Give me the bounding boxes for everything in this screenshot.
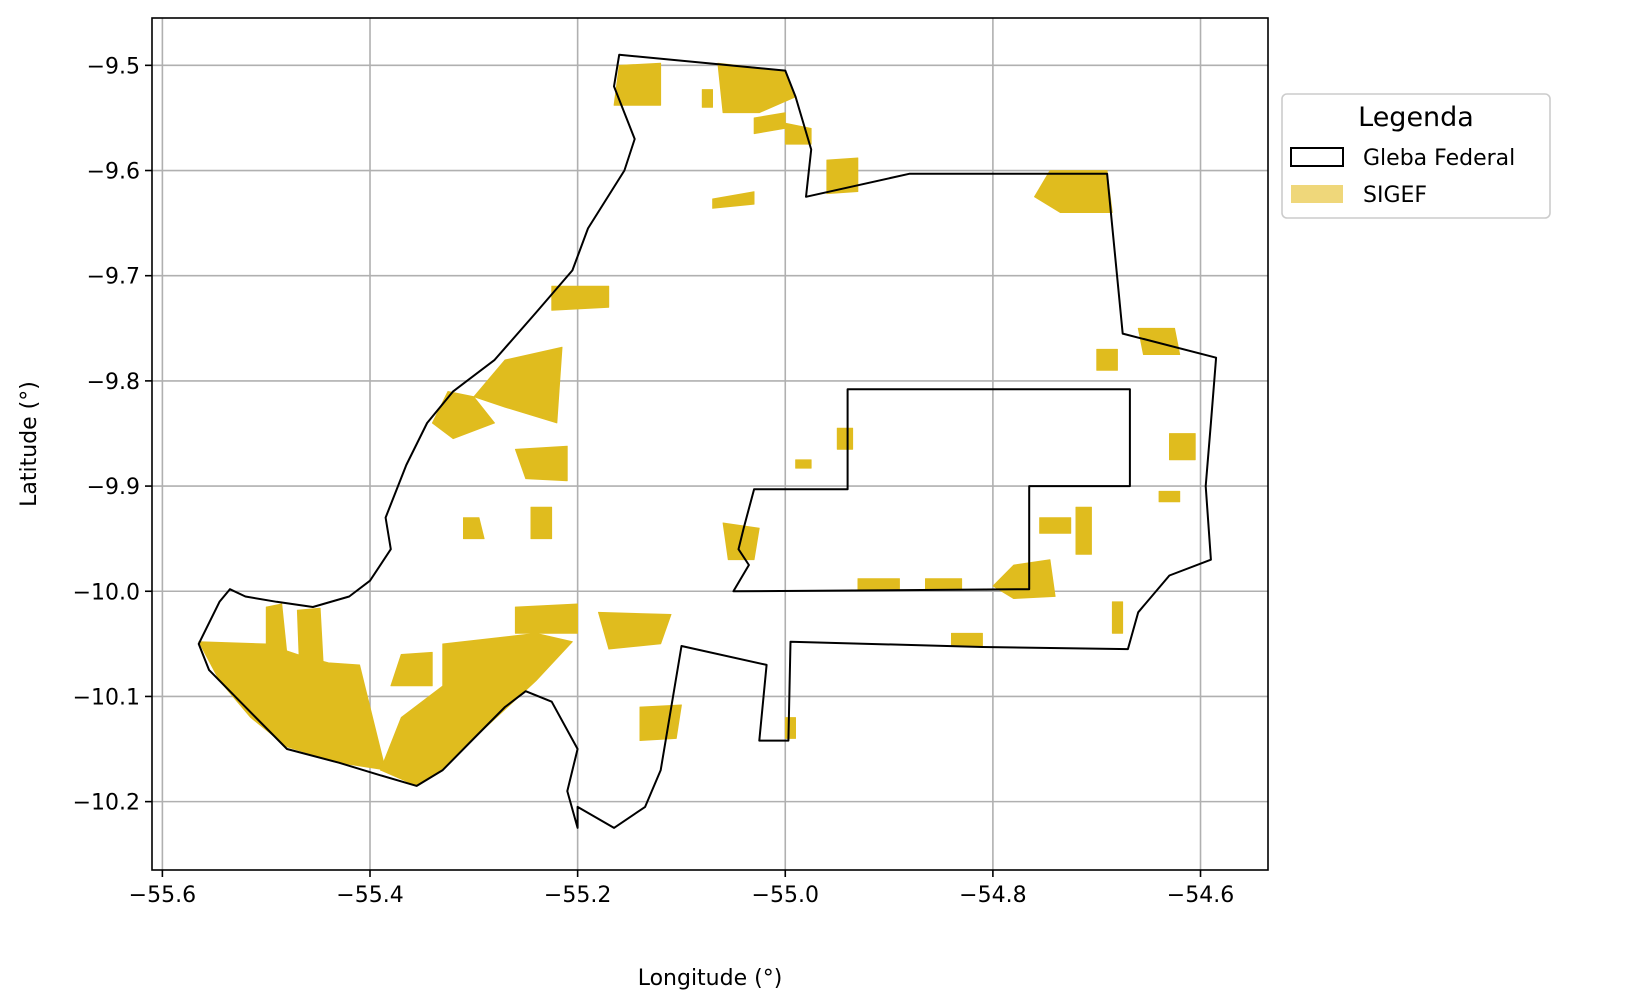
sigef-parcel — [1158, 490, 1181, 503]
sigef-parcel — [1169, 433, 1196, 461]
legend-label-gleba-federal: Gleba Federal — [1363, 146, 1515, 171]
y-tick-label: −10.0 — [73, 580, 140, 605]
gleba-federal-boundary — [197, 53, 1218, 829]
sigef-parcel — [712, 191, 755, 209]
gleba-federal-inner-boundary — [732, 388, 1131, 593]
legend-swatch-gleba-federal — [1290, 147, 1344, 167]
x-tick-label: −55.2 — [544, 883, 611, 908]
legend-title: Legenda — [1358, 102, 1474, 133]
plot-area — [151, 17, 1269, 871]
x-tick-label: −55.4 — [336, 883, 403, 908]
x-tick-label: −55.6 — [129, 883, 196, 908]
sigef-parcel — [1137, 327, 1181, 356]
sigef-parcel — [1075, 506, 1092, 555]
x-axis-label: Longitude (°) — [638, 966, 783, 991]
y-tick-label: −9.8 — [87, 370, 140, 395]
y-tick-label: −10.2 — [73, 791, 140, 816]
sigef-parcel — [1034, 170, 1113, 214]
y-tick-label: −9.7 — [87, 265, 140, 290]
legend-swatch-sigef — [1291, 185, 1343, 203]
x-tick-label: −54.6 — [1167, 883, 1234, 908]
y-axis-label: Latitude (°) — [17, 381, 42, 507]
legend-box — [1281, 93, 1551, 219]
x-tick-label: −55.0 — [752, 883, 819, 908]
sigef-parcel — [836, 427, 854, 450]
sigef-parcel — [701, 89, 713, 108]
sigef-parcel — [1096, 348, 1118, 371]
legend: Legenda Gleba Federal SIGEF — [1281, 93, 1551, 219]
y-axis-ticks: −9.5 −9.6 −9.7 −9.8 −9.9 −10.0 −10.1 −10.2 — [73, 54, 152, 816]
x-tick-label: −54.8 — [959, 883, 1026, 908]
sigef-parcel — [795, 459, 812, 469]
sigef-parcel — [857, 578, 900, 590]
sigef-parcel — [551, 285, 610, 311]
sigef-parcel — [925, 578, 963, 590]
sigef-parcel — [514, 603, 578, 634]
sigef-parcel — [951, 632, 983, 647]
sigef-parcel — [390, 651, 433, 687]
sigef-parcel — [784, 717, 796, 739]
sigef-parcel — [530, 506, 553, 540]
y-tick-label: −10.1 — [73, 685, 140, 710]
sigef-parcel — [431, 390, 496, 440]
sigef-parcel — [613, 62, 662, 106]
sigef-parcel — [265, 603, 288, 655]
sigef-parcel — [826, 157, 859, 195]
sigef-parcel — [639, 704, 682, 741]
y-tick-label: −9.6 — [87, 160, 140, 185]
sigef-parcel — [598, 611, 672, 650]
axes-frame — [151, 17, 1269, 871]
x-axis-ticks: −55.6 −55.4 −55.2 −55.0 −54.8 −54.6 — [129, 870, 1234, 908]
legend-label-sigef: SIGEF — [1363, 183, 1427, 208]
sigef-parcel — [1039, 517, 1072, 534]
sigef-parcel — [296, 607, 324, 666]
sigef-parcel — [462, 517, 485, 540]
sigef-parcel — [514, 445, 568, 482]
gleba-federal-layer — [197, 53, 1218, 829]
sigef-parcel — [473, 346, 563, 424]
sigef-parcel — [1111, 601, 1124, 634]
y-tick-label: −9.9 — [87, 475, 140, 500]
y-tick-label: −9.5 — [87, 54, 140, 79]
